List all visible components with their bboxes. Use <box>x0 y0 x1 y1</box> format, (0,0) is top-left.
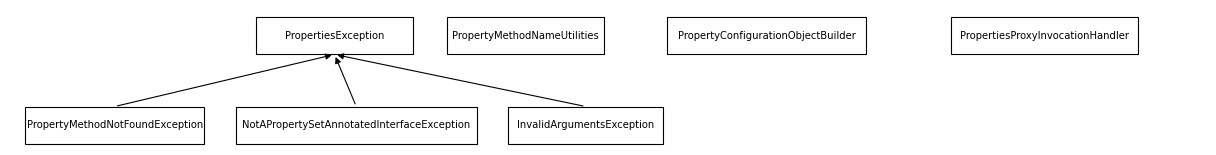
Text: InvalidArgumentsException: InvalidArgumentsException <box>517 120 654 130</box>
Text: PropertiesException: PropertiesException <box>285 31 384 41</box>
Bar <box>508 106 663 144</box>
Text: PropertyConfigurationObjectBuilder: PropertyConfigurationObjectBuilder <box>677 31 856 41</box>
Bar <box>951 17 1138 54</box>
Bar <box>26 106 204 144</box>
Text: PropertyMethodNameUtilities: PropertyMethodNameUtilities <box>452 31 598 41</box>
Bar <box>668 17 867 54</box>
Bar <box>257 17 413 54</box>
Bar <box>446 17 604 54</box>
Text: PropertiesProxyInvocationHandler: PropertiesProxyInvocationHandler <box>959 31 1128 41</box>
Text: PropertyMethodNotFoundException: PropertyMethodNotFoundException <box>27 120 203 130</box>
Text: NotAPropertySetAnnotatedInterfaceException: NotAPropertySetAnnotatedInterfaceExcepti… <box>242 120 471 130</box>
Bar <box>236 106 477 144</box>
